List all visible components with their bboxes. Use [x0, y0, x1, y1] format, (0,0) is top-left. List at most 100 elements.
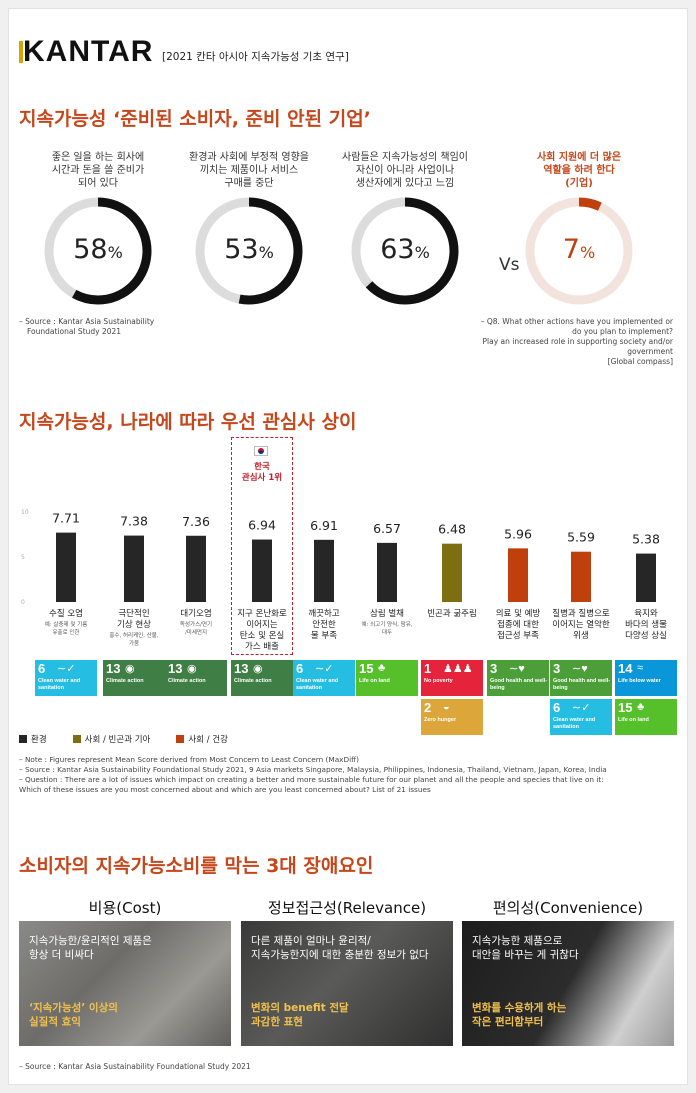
- korea-highlight-label: 한국 관심사 1위: [232, 462, 292, 484]
- sdg-goal-badge: 6 ∼✓ Clean water and sanitation: [550, 699, 612, 735]
- category-label: 안전한: [312, 619, 336, 630]
- donut-caption: 사회 지원에 더 많은 역할을 하려 한다 (기업): [504, 151, 654, 190]
- sdg-goal-text: Climate action: [234, 678, 272, 684]
- infographic-page: KANTAR [2021 칸타 아시아 지속가능성 기초 연구] 지속가능성 ‘…: [8, 8, 688, 1085]
- barrier-statement-line: 지속가능한 제품으로: [472, 935, 563, 947]
- donut-caption-line: 시간과 돈을 쓸 준비가: [51, 165, 145, 176]
- bar-value-label: 5.96: [504, 526, 532, 541]
- question-line: [Global compass]: [607, 357, 673, 366]
- barrier-statement-line: 항상 더 비싸다: [29, 949, 94, 961]
- question-line: – Q8. What other actions have you implem…: [480, 317, 673, 326]
- barrier-solution-line: 실질적 효익: [29, 1016, 81, 1028]
- bar-value-label: 6.94: [248, 518, 276, 533]
- sdg-number: 6: [38, 661, 46, 676]
- donut-caption: 환경과 사회에 부정적 영향을 끼치는 제품이나 서비스 구매를 중단: [174, 151, 324, 190]
- donut-caption-line: 자신이 아니라 사업이나: [355, 165, 455, 176]
- question-line: do you plan to implement?: [572, 327, 673, 336]
- sdg-goal-text: Clean water and sanitation: [38, 678, 81, 691]
- sdg-goal-badge: 15 ♣ Life on land: [356, 660, 418, 696]
- sdg-goal-text: Good health and well-being: [553, 678, 611, 691]
- legend-label: 환경: [31, 735, 47, 745]
- sdg-goal-badge: 13 ◉ Climate action: [231, 660, 293, 696]
- barrier-statement-line: 다른 제품이 얼마나 윤리적/: [251, 935, 371, 947]
- section1-question: – Q8. What other actions have you implem…: [481, 317, 673, 367]
- donut-item: 환경과 사회에 부정적 영향을 끼치는 제품이나 서비스 구매를 중단 53%: [174, 151, 324, 312]
- sdg-goal-icon: ≈: [637, 662, 644, 674]
- donut-caption-line: 생산자에게 있다고 느낌: [355, 178, 455, 189]
- donut-number: 63: [380, 234, 415, 265]
- donut-item: 사회 지원에 더 많은 역할을 하려 한다 (기업) 7%: [504, 151, 654, 312]
- barrier-statement: 지속가능한/윤리적인 제품은 항상 더 비싸다: [29, 934, 152, 962]
- barrier-panel: 지속가능한 제품으로 대안을 바꾸는 게 귀찮다 변화를 수용하게 하는 작은 편리함…: [462, 921, 674, 1046]
- donut-caption-line: 환경과 사회에 부정적 영향을: [189, 152, 309, 163]
- section1-source: – Source : Kantar Asia Sustainability Fo…: [19, 317, 154, 337]
- barrier-title: 비용(Cost): [88, 899, 162, 917]
- category-label: 이어지는: [246, 619, 277, 630]
- sdg-goal-text: Climate action: [106, 678, 144, 684]
- sdg-goal-text: Life below water: [618, 678, 661, 684]
- bar: [636, 553, 656, 602]
- study-tag: [2021 칸타 아시아 지속가능성 기초 연구]: [162, 51, 349, 63]
- sdg-goal-text: Good health and well-being: [490, 678, 548, 691]
- donut-value: 63%: [330, 234, 480, 265]
- donut-value: 53%: [174, 234, 324, 265]
- category-sublabel: 유출로 인한: [52, 628, 79, 636]
- barrier-title: 편의성(Convenience): [492, 899, 644, 917]
- donut-caption-line: 끼치는 제품이나 서비스: [199, 165, 299, 176]
- highlight-line: 한국: [254, 462, 270, 472]
- sdg-goal-text: No poverty: [424, 678, 453, 684]
- highlight-line: 관심사 1위: [241, 473, 283, 483]
- barrier-statement-line: 지속가능한지에 대한 충분한 정보가 없다: [251, 949, 429, 961]
- category-sublabel: 홍수, 허리케인, 산불,: [109, 631, 158, 639]
- sdg-number: 13: [106, 661, 121, 676]
- sdg-number: 1: [424, 661, 432, 676]
- logo-accent-bar: [19, 41, 23, 63]
- bar: [571, 551, 591, 602]
- barrier-solution-line: ‘지속가능성’ 이상의: [29, 1002, 118, 1014]
- barrier-statement: 지속가능한 제품으로 대안을 바꾸는 게 귀찮다: [472, 934, 579, 962]
- source-line: – Source : Kantar Asia Sustainability: [19, 317, 155, 326]
- sdg-goal-badge: 3 ∼♥ Good health and well-being: [487, 660, 549, 696]
- sdg-goal-icon: ◉: [253, 663, 263, 675]
- sdg-goal-badge: 15 ♣ Life on land: [615, 699, 677, 735]
- category-label: 탄소 및 온실: [240, 630, 285, 641]
- barrier-title: 정보접근성(Relevance): [267, 899, 427, 917]
- legend-label: 사회 / 건강: [188, 735, 228, 745]
- donut-chart: [525, 197, 633, 305]
- source-line: Foundational Study 2021: [27, 327, 122, 336]
- kantar-logo: KANTAR: [19, 35, 153, 69]
- sdg-goal-badge: 13 ◉ Climate action: [103, 660, 165, 696]
- sdg-goal-text: Clean water and sanitation: [553, 717, 596, 730]
- barrier-solution-line: 과감한 표현: [251, 1016, 303, 1028]
- bar: [314, 539, 334, 602]
- sdg-goal-badge: 6 ∼✓ Clean water and sanitation: [293, 660, 355, 696]
- y-tick-label: 10: [21, 509, 29, 516]
- bar-value-label: 5.38: [632, 532, 660, 547]
- donut-chart: [195, 197, 303, 305]
- sdg-goal-icon: ∼✓: [572, 702, 591, 714]
- section2-title: 지속가능성, 나라에 따라 우선 관심사 상이: [19, 411, 357, 433]
- donut-caption-line: 사회 지원에 더 많은: [536, 152, 622, 163]
- sdg-goal-icon: ♟♟♟: [443, 663, 473, 675]
- sdg-goal-icon: ♣: [637, 701, 645, 713]
- sdg-goal-icon: ◉: [187, 663, 197, 675]
- donut-percent-sign: %: [414, 243, 430, 262]
- donut-caption-line: 사람들은 지속가능성의 책임이: [342, 152, 468, 163]
- bar-value-label: 6.57: [373, 521, 401, 536]
- donut-percent-sign: %: [579, 243, 596, 262]
- sdg-goal-icon: ♣: [378, 662, 386, 674]
- category-label: 육지와: [634, 608, 658, 619]
- donut-value: 58%: [23, 234, 173, 265]
- donut-chart: [44, 197, 152, 305]
- category-sublabel: 예: 살충제 및 기름: [45, 620, 88, 628]
- legend-swatch: [176, 735, 185, 743]
- bar-chart: 10 5 0 7.71 수질 오염 예: 살충제 및 기름 유출로 인한 7.38 극단적인 기상…: [9, 469, 689, 669]
- donut-caption-line: 좋은 일을 하는 회사에: [51, 152, 145, 163]
- bar-value-label: 7.38: [120, 514, 148, 529]
- question-line: Play an increased role in supporting soc…: [482, 337, 674, 346]
- category-sublabel: 대두: [382, 628, 392, 636]
- category-label: 기상 현상: [117, 619, 151, 630]
- sdg-goal-icon: ∼✓: [315, 663, 334, 675]
